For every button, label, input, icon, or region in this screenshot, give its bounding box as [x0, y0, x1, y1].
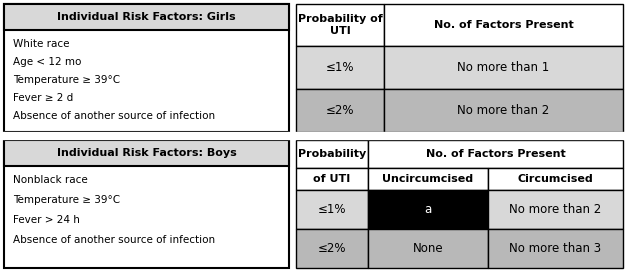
Bar	[296, 190, 368, 229]
Text: Individual Risk Factors: Girls: Individual Risk Factors: Girls	[57, 12, 236, 22]
Text: ≤1%: ≤1%	[318, 203, 346, 216]
Text: Individual Risk Factors: Boys: Individual Risk Factors: Boys	[56, 148, 236, 158]
Bar	[296, 168, 368, 190]
Bar	[488, 190, 623, 229]
Text: Fever ≥ 2 d: Fever ≥ 2 d	[13, 93, 73, 103]
Text: Fever > 24 h: Fever > 24 h	[13, 215, 80, 225]
Bar	[296, 4, 384, 46]
Text: No more than 2: No more than 2	[509, 203, 602, 216]
Bar	[368, 229, 488, 268]
Bar	[4, 4, 289, 30]
Text: None: None	[413, 242, 443, 255]
Bar	[296, 46, 384, 89]
Text: Probability: Probability	[298, 149, 366, 159]
Bar	[4, 140, 289, 166]
Bar	[4, 4, 289, 132]
Text: Probability of
UTI: Probability of UTI	[298, 14, 382, 36]
Text: Absence of another source of infection: Absence of another source of infection	[13, 111, 215, 121]
Bar	[368, 168, 488, 190]
Text: No. of Factors Present: No. of Factors Present	[434, 20, 573, 30]
Text: Temperature ≥ 39°C: Temperature ≥ 39°C	[13, 75, 120, 85]
Text: of UTI: of UTI	[314, 174, 350, 184]
Text: a: a	[424, 203, 431, 216]
Text: No more than 3: No more than 3	[509, 242, 601, 255]
Bar	[384, 4, 623, 46]
Bar	[296, 229, 368, 268]
Text: ≤1%: ≤1%	[326, 61, 354, 74]
Text: Circumcised: Circumcised	[518, 174, 593, 184]
Text: White race: White race	[13, 39, 70, 49]
Text: No. of Factors Present: No. of Factors Present	[426, 149, 566, 159]
Bar	[384, 46, 623, 89]
Bar	[4, 140, 289, 268]
Text: ≤2%: ≤2%	[326, 104, 354, 117]
Bar	[488, 229, 623, 268]
Bar	[488, 168, 623, 190]
Text: Uncircumcised: Uncircumcised	[382, 174, 473, 184]
Bar	[384, 89, 623, 132]
Text: No more than 2: No more than 2	[457, 104, 550, 117]
Bar	[296, 140, 368, 168]
Text: No more than 1: No more than 1	[457, 61, 550, 74]
Text: ≤2%: ≤2%	[318, 242, 346, 255]
Bar	[368, 190, 488, 229]
Bar	[296, 89, 384, 132]
Text: Age < 12 mo: Age < 12 mo	[13, 57, 82, 67]
Text: Nonblack race: Nonblack race	[13, 175, 88, 185]
Text: Absence of another source of infection: Absence of another source of infection	[13, 235, 215, 245]
Bar	[368, 140, 623, 168]
Text: Temperature ≥ 39°C: Temperature ≥ 39°C	[13, 195, 120, 205]
